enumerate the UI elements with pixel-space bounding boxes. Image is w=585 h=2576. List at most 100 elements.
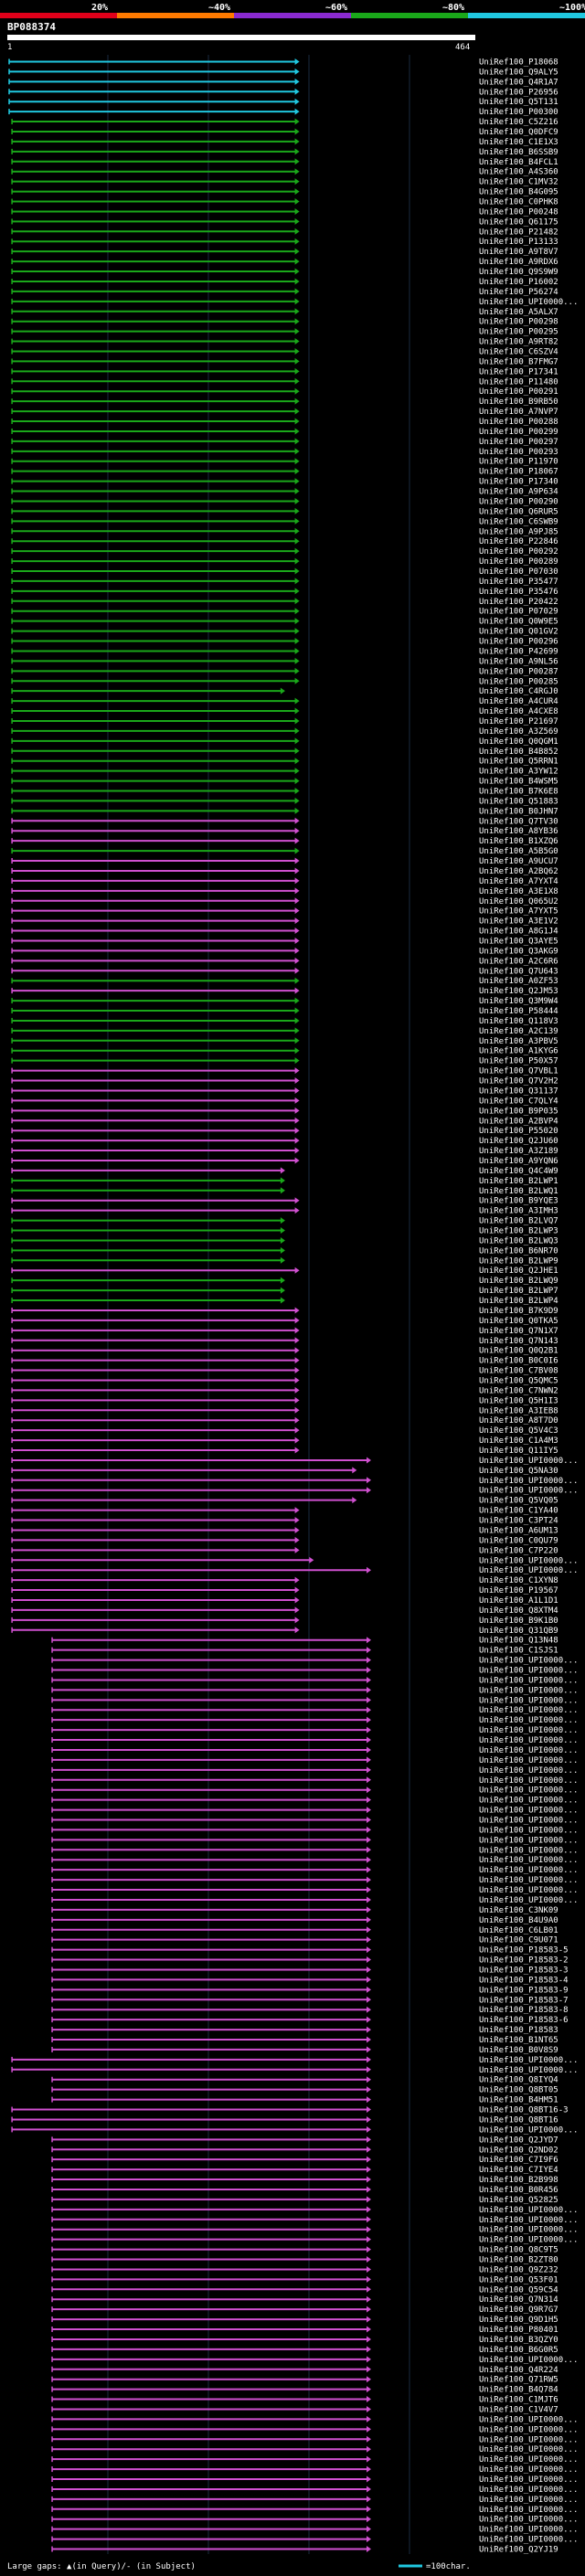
hit-label-45[interactable]: UniRef100_Q6RUR5: [479, 507, 558, 516]
hit-label-168[interactable]: UniRef100_UPI0000...: [479, 1736, 578, 1745]
hit-label-66[interactable]: UniRef100_P21697: [479, 717, 558, 726]
hit-label-52[interactable]: UniRef100_P35477: [479, 578, 558, 587]
hit-label-138[interactable]: UniRef100_C1A4M3: [479, 1436, 558, 1446]
hit-label-103[interactable]: UniRef100_Q31137: [479, 1087, 558, 1096]
hit-label-58[interactable]: UniRef100_P00296: [479, 638, 558, 647]
hit-label-155[interactable]: UniRef100_Q8XTM4: [479, 1606, 558, 1616]
hit-label-33[interactable]: UniRef100_P00291: [479, 387, 558, 397]
hit-label-132[interactable]: UniRef100_Q5QMC5: [479, 1376, 558, 1385]
hit-label-6[interactable]: UniRef100_C5Z216: [479, 118, 558, 127]
hit-label-80[interactable]: UniRef100_A9UCU7: [479, 857, 558, 866]
hit-label-143[interactable]: UniRef100_UPI0000...: [479, 1487, 578, 1496]
hit-label-229[interactable]: UniRef100_B6G0R5: [479, 2346, 558, 2355]
hit-label-148[interactable]: UniRef100_C0QU79: [479, 1536, 558, 1545]
hit-label-228[interactable]: UniRef100_B3QZY0: [479, 2336, 558, 2345]
hit-label-124[interactable]: UniRef100_B2LWP4: [479, 1297, 558, 1306]
hit-label-151[interactable]: UniRef100_UPI0000...: [479, 1566, 578, 1575]
hit-label-76[interactable]: UniRef100_Q7TV30: [479, 817, 558, 826]
hit-label-21[interactable]: UniRef100_Q9S9W9: [479, 268, 558, 277]
hit-label-98[interactable]: UniRef100_A3PBV5: [479, 1037, 558, 1046]
hit-label-108[interactable]: UniRef100_Q2JU60: [479, 1137, 558, 1146]
hit-label-226[interactable]: UniRef100_Q9D1H5: [479, 2316, 558, 2325]
hit-label-116[interactable]: UniRef100_B2LVQ7: [479, 1217, 558, 1226]
hit-label-128[interactable]: UniRef100_Q7N143: [479, 1337, 558, 1346]
hit-label-56[interactable]: UniRef100_Q0W9E5: [479, 618, 558, 627]
hit-label-231[interactable]: UniRef100_Q4R224: [479, 2366, 558, 2375]
hit-label-216[interactable]: UniRef100_UPI0000...: [479, 2216, 578, 2225]
hit-label-134[interactable]: UniRef100_Q5H1I3: [479, 1396, 558, 1405]
hit-label-227[interactable]: UniRef100_P80401: [479, 2326, 558, 2335]
hit-label-69[interactable]: UniRef100_B4B852: [479, 747, 558, 757]
hit-label-57[interactable]: UniRef100_Q01GV2: [479, 628, 558, 637]
hit-label-9[interactable]: UniRef100_B6SSB9: [479, 148, 558, 157]
hit-label-106[interactable]: UniRef100_A2BVP4: [479, 1117, 558, 1126]
hit-label-3[interactable]: UniRef100_P26956: [479, 88, 558, 97]
hit-label-62[interactable]: UniRef100_P00285: [479, 677, 558, 686]
hit-label-126[interactable]: UniRef100_Q0TKA5: [479, 1317, 558, 1326]
hit-label-204[interactable]: UniRef100_B4HM51: [479, 2096, 558, 2105]
hit-label-222[interactable]: UniRef100_Q53F01: [479, 2275, 558, 2284]
hit-label-85[interactable]: UniRef100_A7YXT5: [479, 907, 558, 917]
hit-label-51[interactable]: UniRef100_P07030: [479, 567, 558, 577]
hit-label-211[interactable]: UniRef100_C7IYE4: [479, 2166, 558, 2175]
hit-label-95[interactable]: UniRef100_P58444: [479, 1007, 558, 1016]
hit-label-179[interactable]: UniRef100_UPI0000...: [479, 1846, 578, 1855]
hit-label-84[interactable]: UniRef100_Q065U2: [479, 897, 558, 906]
hit-label-244[interactable]: UniRef100_UPI0000...: [479, 2496, 578, 2505]
hit-label-10[interactable]: UniRef100_B4FCL1: [479, 158, 558, 167]
hit-label-12[interactable]: UniRef100_C1MV32: [479, 178, 558, 187]
hit-label-140[interactable]: UniRef100_UPI0000...: [479, 1457, 578, 1466]
hit-label-202[interactable]: UniRef100_Q8IYQ4: [479, 2076, 558, 2085]
hit-label-7[interactable]: UniRef100_Q0DFC9: [479, 128, 558, 137]
hit-label-121[interactable]: UniRef100_Q2JHE1: [479, 1267, 558, 1276]
hit-label-185[interactable]: UniRef100_C3NK09: [479, 1906, 558, 1915]
hit-label-180[interactable]: UniRef100_UPI0000...: [479, 1856, 578, 1865]
hit-label-194[interactable]: UniRef100_P18583-7: [479, 1996, 569, 2005]
hit-label-196[interactable]: UniRef100_P18583-6: [479, 2016, 569, 2025]
hit-label-71[interactable]: UniRef100_A3YW12: [479, 768, 558, 777]
hit-label-14[interactable]: UniRef100_C0PHK8: [479, 198, 558, 207]
hit-label-16[interactable]: UniRef100_Q61175: [479, 217, 558, 227]
hit-label-32[interactable]: UniRef100_P11480: [479, 377, 558, 387]
hit-label-164[interactable]: UniRef100_UPI0000...: [479, 1696, 578, 1705]
hit-label-153[interactable]: UniRef100_P19567: [479, 1586, 558, 1595]
hit-label-90[interactable]: UniRef100_A2C6R6: [479, 957, 558, 966]
hit-label-230[interactable]: UniRef100_UPI0000...: [479, 2356, 578, 2365]
hit-label-104[interactable]: UniRef100_C7QLY4: [479, 1097, 558, 1106]
hit-label-129[interactable]: UniRef100_Q0Q2B1: [479, 1347, 558, 1356]
hit-label-65[interactable]: UniRef100_A4CXE8: [479, 707, 558, 716]
hit-label-97[interactable]: UniRef100_A2C139: [479, 1027, 558, 1036]
hit-label-177[interactable]: UniRef100_UPI0000...: [479, 1826, 578, 1835]
hit-label-25[interactable]: UniRef100_A5ALX7: [479, 308, 558, 317]
hit-label-188[interactable]: UniRef100_C9U071: [479, 1936, 558, 1945]
hit-label-183[interactable]: UniRef100_UPI0000...: [479, 1886, 578, 1895]
hit-label-47[interactable]: UniRef100_A9PJ85: [479, 527, 558, 536]
hit-label-15[interactable]: UniRef100_P00248: [479, 207, 558, 217]
hit-label-31[interactable]: UniRef100_P17341: [479, 367, 558, 376]
hit-label-38[interactable]: UniRef100_P00297: [479, 438, 558, 447]
hit-label-18[interactable]: UniRef100_P13133: [479, 238, 558, 247]
hit-label-111[interactable]: UniRef100_Q4C4W9: [479, 1167, 558, 1176]
hit-label-96[interactable]: UniRef100_Q118V3: [479, 1017, 558, 1026]
hit-label-139[interactable]: UniRef100_Q11IY5: [479, 1447, 558, 1456]
hit-label-160[interactable]: UniRef100_UPI0000...: [479, 1657, 578, 1666]
hit-label-232[interactable]: UniRef100_Q71RW5: [479, 2376, 558, 2385]
hit-label-60[interactable]: UniRef100_A9NL56: [479, 657, 558, 666]
hit-label-146[interactable]: UniRef100_C3PT24: [479, 1517, 558, 1526]
hit-label-205[interactable]: UniRef100_Q8BT16-3: [479, 2106, 569, 2115]
hit-label-29[interactable]: UniRef100_C6SZV4: [479, 347, 558, 356]
hit-label-82[interactable]: UniRef100_A7YXT4: [479, 877, 558, 886]
hit-label-119[interactable]: UniRef100_B6NR70: [479, 1246, 558, 1256]
hit-label-136[interactable]: UniRef100_A8T7D0: [479, 1416, 558, 1426]
hit-label-242[interactable]: UniRef100_UPI0000...: [479, 2475, 578, 2485]
hit-label-79[interactable]: UniRef100_A5B5G0: [479, 847, 558, 856]
hit-label-28[interactable]: UniRef100_A9RT82: [479, 338, 558, 347]
hit-label-233[interactable]: UniRef100_B4Q784: [479, 2386, 558, 2395]
hit-label-88[interactable]: UniRef100_Q3AYE5: [479, 937, 558, 946]
hit-label-74[interactable]: UniRef100_Q51883: [479, 797, 558, 806]
hit-label-26[interactable]: UniRef100_P00298: [479, 318, 558, 327]
hit-label-110[interactable]: UniRef100_A9YQN6: [479, 1157, 558, 1166]
hit-label-81[interactable]: UniRef100_A2BQ62: [479, 867, 558, 876]
hit-label-92[interactable]: UniRef100_A0ZF53: [479, 977, 558, 986]
hit-label-72[interactable]: UniRef100_B4WSM5: [479, 778, 558, 787]
